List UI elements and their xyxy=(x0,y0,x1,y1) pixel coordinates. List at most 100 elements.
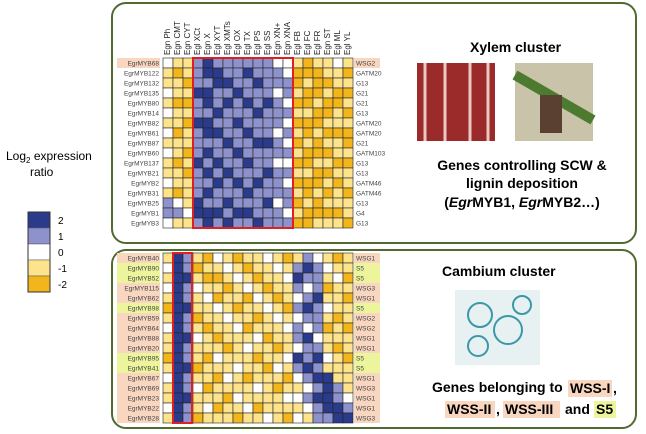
heatmap-cell xyxy=(232,332,244,344)
heatmap-cell xyxy=(342,362,354,374)
heatmap-cell xyxy=(332,147,344,159)
heatmap-cell xyxy=(322,217,334,229)
tag-bg xyxy=(503,401,560,418)
row-label: EgrMYB2 xyxy=(131,181,159,188)
group-label: WSG1 xyxy=(356,376,376,383)
heatmap-cell xyxy=(242,392,254,404)
heatmap-cell xyxy=(162,342,174,354)
heatmap-cell xyxy=(162,207,174,219)
heatmap-cell xyxy=(322,322,334,334)
heatmap-cell xyxy=(262,217,274,229)
heatmap-cell xyxy=(202,372,214,384)
heatmap-cell xyxy=(232,392,244,404)
column-label: Egl XYT xyxy=(213,26,222,55)
heatmap-cell xyxy=(202,177,214,189)
heatmap-cell xyxy=(182,137,194,149)
row-highlight xyxy=(354,333,380,343)
heatmap-cell xyxy=(222,97,234,109)
heatmap-cell xyxy=(302,87,314,99)
row-label: EgrMYB98 xyxy=(128,306,160,313)
row-label: EgrMYB115 xyxy=(124,286,159,293)
row-label: EgrMYB52 xyxy=(128,276,160,283)
heatmap-cell xyxy=(302,352,314,364)
heatmap-cell xyxy=(232,197,244,209)
heatmap-cell xyxy=(302,157,314,169)
heatmap-cell xyxy=(302,177,314,189)
heatmap-cell xyxy=(302,312,314,324)
heatmap-cell xyxy=(192,302,204,314)
heatmap-cell xyxy=(312,332,324,344)
heatmap-cell xyxy=(262,352,274,364)
legend-label: -2 xyxy=(58,280,67,291)
heatmap-cell xyxy=(312,77,324,89)
heatmap-cell xyxy=(292,127,304,139)
heatmap-cell xyxy=(192,127,204,139)
heatmap-cell xyxy=(232,77,244,89)
heatmap-cell xyxy=(322,167,334,179)
heatmap-cell xyxy=(272,262,284,274)
heatmap-cell xyxy=(232,322,244,334)
heatmap-cell xyxy=(202,282,214,294)
heatmap-cell xyxy=(332,332,344,344)
heatmap-cell xyxy=(272,342,284,354)
column-label: Egl SS xyxy=(263,31,272,55)
heatmap-cell xyxy=(322,312,334,324)
heatmap-cell xyxy=(212,97,224,109)
heatmap-cell xyxy=(342,352,354,364)
heatmap-cell xyxy=(202,342,214,354)
heatmap-cell xyxy=(232,282,244,294)
heatmap-cell xyxy=(202,322,214,334)
heatmap-cell xyxy=(162,322,174,334)
heatmap-cell xyxy=(342,67,354,79)
heatmap-cell xyxy=(282,282,294,294)
row-label: EgrMYB22 xyxy=(128,406,160,413)
heatmap-cell xyxy=(292,87,304,99)
heatmap-cell xyxy=(332,97,344,109)
xylem-photo-1 xyxy=(417,63,495,141)
heatmap-cell xyxy=(252,382,264,394)
heatmap-cell xyxy=(242,57,254,69)
heatmap-cell xyxy=(262,332,274,344)
heatmap-cell xyxy=(332,312,344,324)
heatmap-cell xyxy=(202,127,214,139)
row-highlight xyxy=(117,58,160,68)
heatmap-cell xyxy=(292,217,304,229)
row-highlight xyxy=(117,333,160,343)
heatmap-cell xyxy=(282,87,294,99)
heatmap-cell xyxy=(192,342,204,354)
row-label: EgrMYB87 xyxy=(128,141,160,148)
row-label: EgrMYB68 xyxy=(128,61,160,68)
heatmap-cell xyxy=(262,342,274,354)
heatmap-cell xyxy=(322,372,334,384)
heatmap-cell xyxy=(312,352,324,364)
heatmap-cell xyxy=(342,322,354,334)
row-highlight xyxy=(117,353,160,363)
heatmap-cell xyxy=(182,107,194,119)
heatmap-cell xyxy=(252,87,264,99)
heatmap-cell xyxy=(212,137,224,149)
heatmap-cell xyxy=(242,372,254,384)
heatmap-cell xyxy=(262,322,274,334)
heatmap-cell xyxy=(272,402,284,414)
heatmap-cell xyxy=(282,252,294,264)
heatmap-cell xyxy=(342,372,354,384)
group-label: GATM20 xyxy=(356,131,382,138)
heatmap-cell xyxy=(292,332,304,344)
heatmap-cell xyxy=(242,412,254,424)
heatmap-cell xyxy=(162,197,174,209)
heatmap-cell xyxy=(192,137,204,149)
heatmap-cell xyxy=(332,282,344,294)
heatmap-cell xyxy=(192,372,204,384)
heatmap-cell xyxy=(232,207,244,219)
heatmap-cell xyxy=(302,382,314,394)
heatmap-cell xyxy=(192,187,204,199)
row-label: EgrMYB59 xyxy=(128,316,160,323)
row-highlight xyxy=(354,313,380,323)
heatmap-cell xyxy=(322,117,334,129)
heatmap-cell xyxy=(332,77,344,89)
heatmap-cell xyxy=(322,77,334,89)
heatmap-cell xyxy=(292,292,304,304)
heatmap-cell xyxy=(222,302,234,314)
heatmap-cell xyxy=(182,127,194,139)
heatmap-cell xyxy=(162,107,174,119)
